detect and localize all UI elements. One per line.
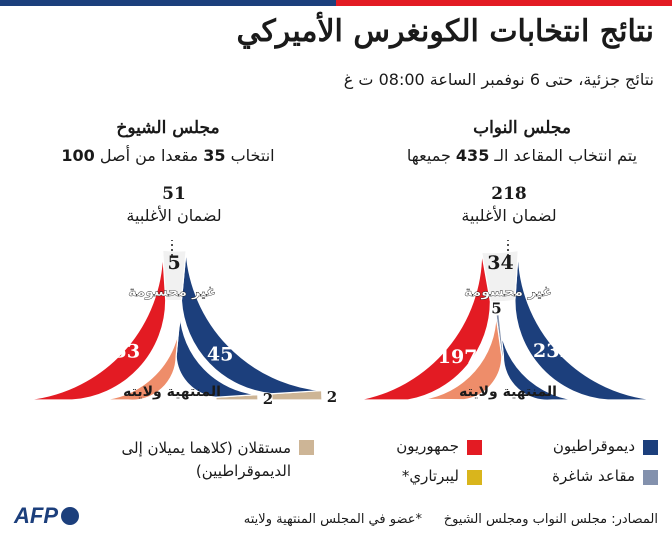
legend-label-democrats: ديموقراطيون <box>552 437 635 455</box>
subtitle: نتائج جزئية، حتى 6 نوفمبر الساعة 08:00 ت… <box>343 70 654 89</box>
house-outer-republicans-segment <box>357 252 491 401</box>
house-majority-number: 218 <box>491 184 527 204</box>
house-majority: 218 لضمان الأغلبية <box>409 184 609 225</box>
house-undecided-label: غير محسومة <box>464 284 552 300</box>
page-title: نتائج انتخابات الكونغرس الأميركي <box>236 14 654 49</box>
senate-undecided-label: غير محسومة <box>128 284 216 300</box>
house-inner-republicans-value: 197 <box>438 346 478 368</box>
senate-outer-undecided-value: 5 <box>168 252 181 274</box>
senate-note-post: مقعدا من أصل <box>94 146 204 165</box>
senate-inner-republicans-segment <box>85 314 181 401</box>
house-note-num: 435 <box>455 146 490 165</box>
legend-democrats: ديموقراطيون <box>553 437 658 455</box>
afp-logo: AFP <box>14 503 79 529</box>
legend-swatch-republicans <box>467 440 482 455</box>
house-inner-vacant-value: 5 <box>491 300 501 318</box>
legend-label-independents: مستقلان (كلاهما يميلان إلى الديموقراطيين… <box>121 439 291 480</box>
house-majority-label: لضمان الأغلبية <box>461 206 557 225</box>
house-outer-republicans-value: 193 <box>392 310 432 332</box>
senate-note: انتخاب 35 مقعدا من أصل 100 <box>18 146 318 165</box>
house-inner-caption: المنتهية ولايته <box>459 384 557 400</box>
senate-note-num2: 100 <box>61 146 95 165</box>
senate-note-pre: انتخاب <box>225 146 275 165</box>
top-color-bar <box>0 0 672 6</box>
senate-majority: 51 لضمان الأغلبية <box>74 184 274 225</box>
house-outer-democrats-value: 208 <box>580 305 620 327</box>
legend-swatch-libertarian <box>467 470 482 485</box>
footer-source: المصادر: مجلس النواب ومجلس الشيوخ <box>443 512 658 527</box>
legend-independents: مستقلان (كلاهما يميلان إلى الديموقراطيين… <box>44 437 314 483</box>
house-inner-democrats-value: 232 <box>533 340 573 362</box>
senate-outer-republicans-value: 48 <box>68 304 94 326</box>
senate-inner-independents-value: 2 <box>263 390 273 408</box>
top-bar-blue <box>0 0 336 6</box>
legend-swatch-vacant <box>643 470 658 485</box>
house-note-pre: يتم انتخاب المقاعد الـ <box>489 146 638 165</box>
footer-note: *عضو في المجلس المنتهية ولايته <box>243 512 422 527</box>
legend-vacant: مقاعد شاغرة <box>552 467 658 485</box>
legend-swatch-independents <box>299 440 314 455</box>
house-title: مجلس النواب <box>473 118 571 138</box>
afp-logo-dot <box>61 507 79 525</box>
house-header: مجلس النواب يتم انتخاب المقاعد الـ 435 ج… <box>372 118 672 165</box>
legend-libertarian: ليبرتاري* <box>402 467 482 485</box>
senate-header: مجلس الشيوخ انتخاب 35 مقعدا من أصل 100 <box>18 118 318 165</box>
senate-title: مجلس الشيوخ <box>116 118 220 138</box>
house-outer-undecided-value: 34 <box>487 252 513 274</box>
senate-inner-republicans-value: 53 <box>114 340 140 362</box>
senate-majority-label: لضمان الأغلبية <box>126 206 222 225</box>
seat-charts: 208 34 193 232 5 197 غير محسومة المنتهية ولايته… <box>21 240 659 408</box>
legend-republicans: جمهوريون <box>396 437 482 455</box>
senate-inner-democrats-value: 45 <box>207 343 233 365</box>
senate-majority-number: 51 <box>162 184 186 204</box>
house-note: يتم انتخاب المقاعد الـ 435 جميعها <box>372 146 672 165</box>
legend-label-vacant: مقاعد شاغرة <box>552 467 635 485</box>
legend-label-libertarian: ليبرتاري* <box>401 467 459 485</box>
senate-inner-caption: المنتهية ولايته <box>123 384 221 400</box>
legend-swatch-democrats <box>643 440 658 455</box>
senate-note-num: 35 <box>203 146 226 165</box>
senate-outer-republicans-segment <box>21 250 167 401</box>
house-inner-republicans-segment <box>421 314 503 401</box>
top-bar-red <box>336 0 672 6</box>
house-note-post: جميعها <box>406 146 456 165</box>
afp-logo-text: AFP <box>14 503 58 528</box>
legend-label-republicans: جمهوريون <box>396 437 459 455</box>
senate-outer-democrats-value: 45 <box>249 303 275 325</box>
senate-outer-independents-value: 2 <box>327 388 337 406</box>
